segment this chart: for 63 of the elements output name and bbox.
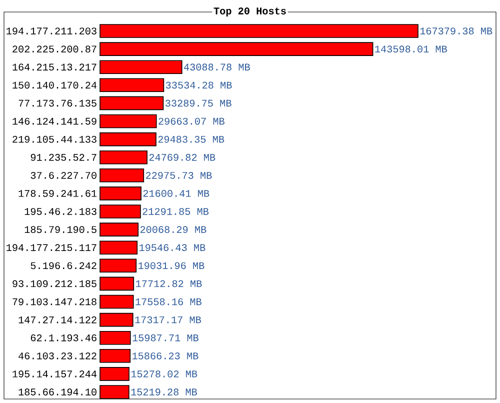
data-label: 15278.02 MB — [131, 370, 198, 378]
data-label: 17317.17 MB — [135, 316, 202, 324]
y-tick-label: 37.6.227.70 — [30, 172, 96, 179]
data-label: 22975.73 MB — [146, 172, 212, 179]
bar — [100, 132, 156, 146]
bar — [100, 114, 157, 128]
y-tick-label: 62.1.193.46 — [30, 334, 96, 342]
y-tick-label: 77.173.76.135 — [18, 100, 96, 107]
bar — [100, 204, 141, 218]
data-label: 143598.01 MB — [375, 46, 447, 52]
data-label: 43088.78 MB — [184, 64, 250, 71]
y-tick-label: 147.27.14.122 — [18, 316, 96, 324]
data-label: 19546.43 MB — [139, 244, 206, 252]
bar — [100, 240, 138, 254]
data-label: 29663.07 MB — [158, 118, 224, 125]
data-label: 15219.28 MB — [131, 388, 198, 396]
y-tick-label: 150.140.170.24 — [12, 82, 97, 89]
data-label: 21600.41 MB — [143, 190, 210, 197]
data-label: 33289.75 MB — [165, 100, 232, 107]
data-label: 21291.85 MB — [142, 208, 209, 215]
bar — [100, 150, 148, 164]
y-tick-label: 93.109.212.185 — [12, 280, 96, 288]
y-tick-label: 194.177.215.117 — [6, 244, 96, 252]
bar — [100, 312, 134, 327]
bar — [100, 367, 130, 381]
data-label: 15987.71 MB — [132, 334, 198, 342]
bar — [100, 96, 164, 110]
y-tick-label: 202.225.200.87 — [12, 46, 96, 52]
y-tick-label: 185.66.194.10 — [18, 388, 96, 396]
bar — [100, 348, 131, 363]
bar — [100, 276, 134, 291]
y-tick-label: 91.235.52.7 — [30, 154, 96, 161]
data-label: 20068.29 MB — [140, 226, 206, 233]
y-tick-label: 5.196.6.242 — [30, 262, 96, 270]
bar — [100, 24, 418, 38]
bar — [100, 222, 139, 236]
bar — [100, 42, 374, 56]
y-tick-label: 79.103.147.218 — [12, 298, 96, 306]
data-label: 167379.38 MB — [420, 28, 492, 34]
bar — [100, 60, 182, 74]
data-label: 29483.35 MB — [158, 136, 224, 143]
data-label: 15866.23 MB — [132, 352, 198, 360]
bar — [100, 186, 142, 200]
y-tick-label: 146.124.141.59 — [12, 118, 96, 125]
data-label: 24769.82 MB — [149, 154, 216, 161]
y-tick-label: 219.105.44.133 — [12, 136, 96, 143]
y-tick-label: 46.103.23.122 — [18, 352, 96, 360]
y-tick-label: 195.46.2.183 — [24, 208, 96, 215]
y-tick-label: 194.177.211.203 — [6, 28, 96, 34]
bar — [100, 330, 131, 345]
y-tick-label: 195.14.157.244 — [12, 370, 97, 378]
data-label: 17558.16 MB — [136, 298, 202, 306]
chart-title: Top 20 Hosts — [214, 8, 286, 16]
data-label: 17712.82 MB — [136, 280, 202, 288]
data-label: 19031.96 MB — [138, 262, 204, 270]
bar — [100, 78, 164, 92]
data-label: 33534.28 MB — [166, 82, 232, 89]
bar — [100, 168, 144, 182]
bar — [100, 294, 134, 309]
y-tick-label: 178.59.241.61 — [18, 190, 97, 197]
y-tick-label: 185.79.190.5 — [24, 226, 96, 233]
bar — [100, 258, 137, 273]
y-tick-label: 164.215.13.217 — [12, 64, 96, 71]
